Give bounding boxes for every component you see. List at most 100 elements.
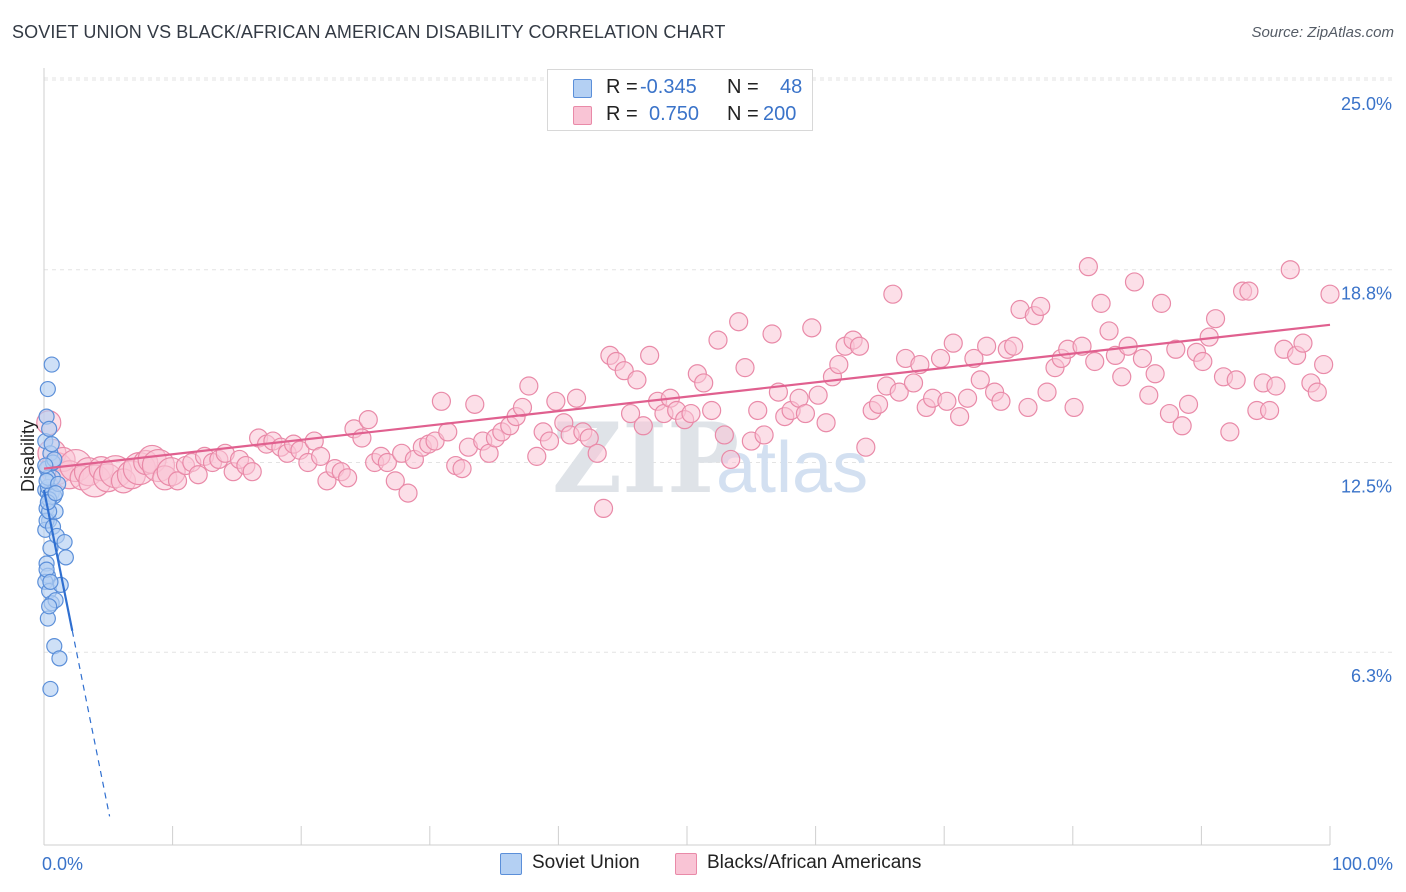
data-point-blacks-african-americans [452, 459, 472, 479]
data-point-blacks-african-americans [627, 370, 647, 390]
data-point-soviet-union [41, 598, 58, 615]
data-point-blacks-african-americans [1266, 376, 1286, 396]
x-tick-label: 0.0% [42, 854, 83, 874]
y-tick-label: 12.5% [1341, 477, 1392, 497]
data-point-blacks-african-americans [1004, 336, 1024, 356]
data-point-blacks-african-americans [937, 391, 957, 411]
data-point-blacks-african-americans [1293, 333, 1313, 353]
data-point-blacks-african-americans [795, 403, 816, 424]
y-tick-label: 25.0% [1341, 94, 1392, 114]
data-point-blacks-african-americans [1220, 422, 1240, 442]
data-point-soviet-union [41, 420, 58, 437]
y-tick-label: 6.3% [1351, 666, 1392, 686]
data-point-blacks-african-americans [729, 312, 749, 332]
trendline-blacks-african-americans [43, 323, 1331, 470]
data-point-blacks-african-americans [991, 391, 1011, 411]
series-soviet-union [37, 356, 74, 698]
data-point-blacks-african-americans [1259, 400, 1280, 421]
data-point-blacks-african-americans [977, 336, 997, 356]
y-tick-label: 18.8% [1341, 284, 1392, 304]
data-point-blacks-african-americans [465, 394, 485, 414]
data-point-blacks-african-americans [702, 400, 722, 421]
data-point-blacks-african-americans [587, 443, 607, 463]
data-point-blacks-african-americans [735, 358, 755, 378]
chart-title: SOVIET UNION VS BLACK/AFRICAN AMERICAN D… [12, 22, 726, 42]
data-point-soviet-union [47, 485, 64, 502]
data-point-blacks-african-americans [1091, 293, 1111, 313]
legend-r-value: -0.345 [640, 76, 697, 98]
data-point-blacks-african-americans [1159, 403, 1180, 424]
data-point-blacks-african-americans [640, 345, 660, 365]
correlation-legend: R = -0.345 N = 48 R = 0.750 N = 200 [547, 69, 813, 131]
legend-n-label: N = [727, 76, 759, 98]
data-point-blacks-african-americans [1132, 348, 1153, 369]
bottom-legend-label-soviet-union: Soviet Union [532, 852, 640, 873]
trend-lines [42, 323, 1331, 817]
data-point-blacks-african-americans [385, 471, 405, 491]
data-point-soviet-union [37, 457, 54, 474]
data-point-blacks-african-americans [957, 388, 978, 408]
legend-row-blacks-african-americans: R = 0.750 N = 200 [548, 101, 812, 129]
x-tick-label: 100.0% [1332, 854, 1393, 874]
data-point-blacks-african-americans [242, 462, 262, 482]
data-point-blacks-african-americans [964, 348, 984, 369]
data-point-blacks-african-americans [930, 348, 951, 369]
data-point-blacks-african-americans [762, 324, 782, 344]
data-point-blacks-african-americans [950, 407, 970, 427]
data-point-blacks-african-americans [620, 403, 641, 424]
data-point-blacks-african-americans [714, 425, 734, 445]
data-point-blacks-african-americans [579, 428, 599, 448]
data-point-blacks-african-americans [1064, 397, 1084, 418]
data-point-blacks-african-americans [566, 388, 587, 408]
data-point-blacks-african-americans [358, 410, 378, 430]
data-point-blacks-african-americans [1078, 257, 1098, 277]
tick-labels: 6.3% 12.5% 18.8% 25.0% 0.0% 100.0% [42, 94, 1393, 874]
data-point-blacks-african-americans [748, 400, 768, 421]
data-point-soviet-union [43, 356, 60, 373]
trendline-soviet-union [42, 489, 74, 632]
data-point-blacks-african-americans [167, 471, 188, 491]
data-point-blacks-african-americans [431, 391, 452, 411]
data-point-blacks-african-americans [527, 446, 547, 466]
data-point-blacks-african-americans [310, 446, 331, 466]
legend-n-label: N = [727, 103, 759, 125]
data-point-blacks-african-americans [1072, 336, 1092, 356]
data-point-blacks-african-americans [1099, 321, 1119, 341]
legend-r-label: R = [606, 76, 638, 98]
data-point-blacks-african-americans [1124, 272, 1145, 292]
data-point-blacks-african-americans [943, 333, 963, 353]
y-axis-label: Disability [18, 420, 38, 492]
data-point-blacks-african-americans [1314, 354, 1334, 375]
trendline-soviet-union-extension [71, 630, 111, 817]
source-credit: Source: ZipAtlas.com [1251, 24, 1394, 41]
data-point-blacks-african-americans [829, 354, 849, 375]
data-point-blacks-african-americans [1085, 351, 1105, 372]
watermark: ZIP atlas [552, 402, 868, 515]
data-point-blacks-african-americans [1280, 260, 1300, 280]
data-point-soviet-union [56, 533, 73, 551]
data-point-blacks-african-americans [1226, 370, 1246, 390]
data-point-blacks-african-americans [1112, 367, 1132, 387]
data-point-blacks-african-americans [1193, 351, 1213, 372]
grid-lines [44, 77, 1392, 653]
data-point-blacks-african-americans [338, 468, 358, 488]
data-point-blacks-african-americans [889, 382, 909, 402]
legend-row-soviet-union: R = -0.345 N = 48 [548, 74, 812, 102]
data-point-blacks-african-americans [1172, 416, 1192, 436]
data-point-blacks-african-americans [1178, 394, 1199, 414]
data-point-blacks-african-americans [438, 422, 458, 442]
data-point-blacks-african-americans [539, 431, 560, 451]
data-point-blacks-african-americans [188, 465, 208, 485]
legend-r-label: R = [606, 103, 638, 125]
data-point-blacks-african-americans [1239, 281, 1259, 301]
data-point-soviet-union [39, 380, 56, 398]
data-point-blacks-african-americans [546, 391, 566, 411]
data-point-soviet-union [51, 650, 68, 667]
bottom-legend-label-blacks-african-americans: Blacks/African Americans [707, 852, 922, 873]
legend-r-value: 0.750 [649, 103, 700, 125]
data-point-blacks-african-americans [849, 336, 870, 356]
data-point-blacks-african-americans [681, 403, 701, 424]
data-point-blacks-african-americans [1205, 309, 1226, 329]
data-point-blacks-african-americans [816, 413, 836, 433]
